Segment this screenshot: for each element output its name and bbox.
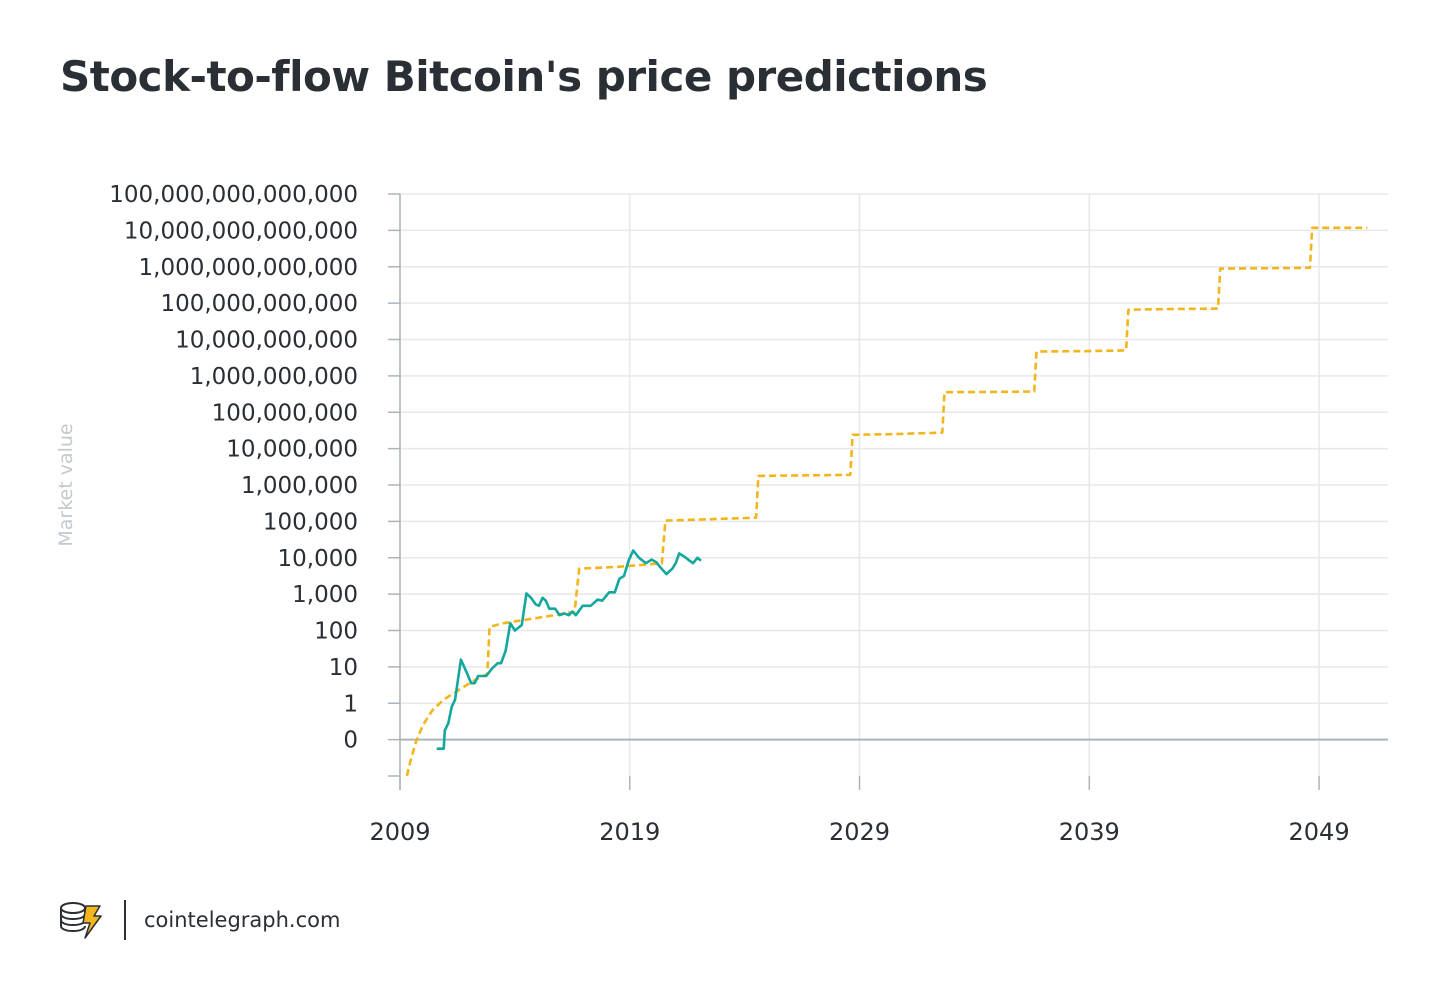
x-tick-label: 2009 (369, 818, 430, 846)
series-line-stock-to-flow-model (405, 226, 1368, 777)
y-tick-label: 1,000 (292, 582, 358, 608)
axis-layer: 100,000,000,000,000 10,000,000,000,000 1,0… (109, 182, 1388, 846)
footer-site-name: cointelegraph.com (144, 908, 341, 932)
y-tick-label: 10,000,000 (226, 437, 358, 463)
series-line-actual-market-value (436, 549, 702, 750)
y-axis-label: Market value (55, 423, 77, 546)
x-tick-label: 2049 (1289, 818, 1350, 846)
y-tick-label: 100,000 (263, 509, 358, 535)
chart-title: Stock-to-flow Bitcoin's price prediction… (60, 52, 988, 101)
y-tick-label: 1,000,000 (241, 473, 358, 499)
y-tick-label: 10 (329, 655, 358, 681)
y-tick-label: 1,000,000,000,000 (139, 255, 358, 281)
footer-divider (124, 900, 126, 940)
series-layer (405, 226, 1368, 777)
x-tick-label: 2039 (1059, 818, 1120, 846)
x-tick-label: 2029 (829, 818, 890, 846)
footer: cointelegraph.com (56, 898, 340, 942)
y-tick-label: 100,000,000,000 (160, 291, 358, 317)
grid-layer (399, 193, 1388, 776)
cointelegraph-coins-lightning-logo-icon (60, 902, 102, 939)
y-tick-label: 0 (343, 728, 358, 754)
y-tick-label: 100,000,000,000,000 (109, 182, 358, 208)
y-tick-label: 10,000,000,000,000 (124, 218, 358, 244)
y-tick-label: 1 (343, 691, 358, 717)
y-tick-label: 10,000 (278, 546, 358, 572)
x-tick-label: 2019 (599, 818, 660, 846)
y-tick-label: 100 (314, 619, 358, 645)
y-tick-label: 1,000,000,000 (190, 364, 358, 390)
y-tick-label: 100,000,000 (212, 400, 358, 426)
y-tick-label: 10,000,000,000 (175, 328, 358, 354)
